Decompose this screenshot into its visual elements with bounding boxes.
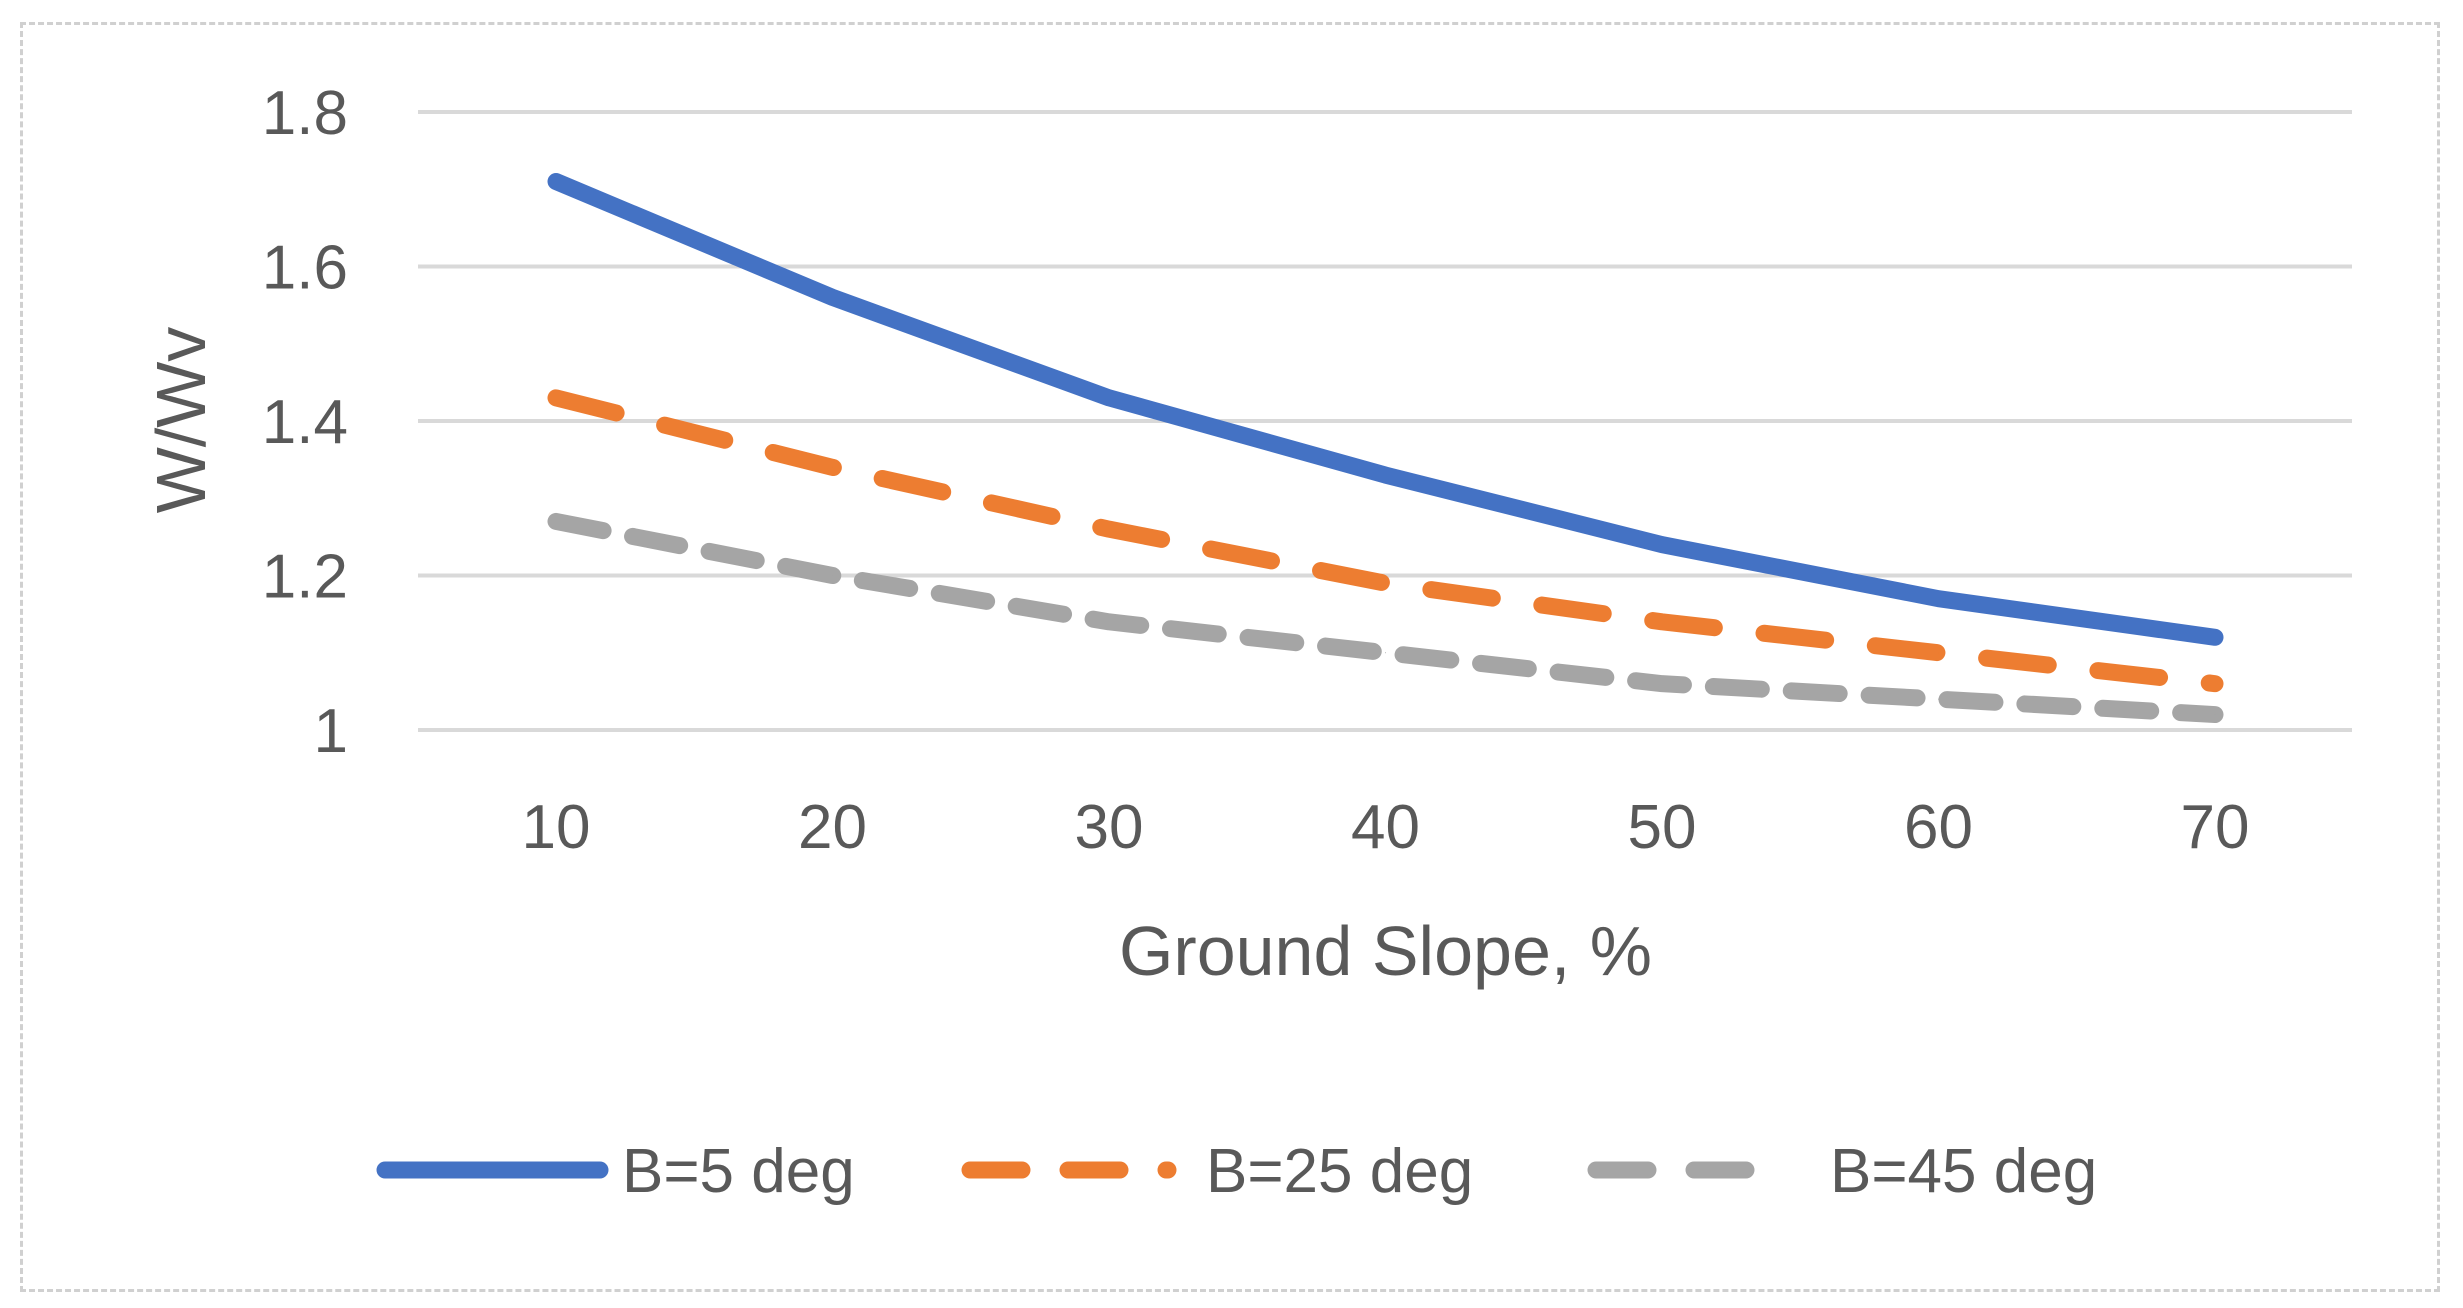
y-tick-label: 1.6 — [262, 234, 348, 303]
data-point — [832, 466, 833, 468]
data-point — [1108, 397, 1110, 399]
x-tick-label: 70 — [2181, 793, 2250, 862]
chart-frame — [20, 22, 2440, 1292]
legend-label-2: B=25 deg — [1206, 1137, 1473, 1206]
data-point — [555, 181, 557, 183]
data-point — [1661, 544, 1663, 546]
y-axis-ticks: 1 1.2 1.4 1.6 1.8 — [262, 79, 348, 766]
data-point — [1108, 528, 1110, 530]
y-tick-label: 1.2 — [262, 543, 348, 612]
y-tick-label: 1 — [314, 697, 348, 766]
x-tick-label: 50 — [1628, 793, 1697, 862]
y-tick-label: 1.4 — [262, 388, 348, 457]
data-point — [1108, 621, 1110, 623]
data-point — [1385, 474, 1386, 476]
x-axis-ticks: 10 20 30 40 50 60 70 — [522, 793, 2250, 862]
y-axis-title: W/Wv — [142, 327, 220, 514]
data-point — [555, 520, 557, 522]
data-point — [1938, 698, 1939, 700]
series-line-3 — [547, 512, 2224, 724]
gridlines — [418, 110, 2352, 732]
x-tick-label: 40 — [1351, 793, 1420, 862]
data-point — [1938, 652, 1939, 654]
x-tick-label: 20 — [798, 793, 867, 862]
data-point — [2214, 683, 2216, 685]
series-line-2 — [547, 389, 2224, 693]
legend-label-3: B=45 deg — [1830, 1137, 2097, 1206]
series-lines — [547, 173, 2224, 724]
x-tick-label: 30 — [1075, 793, 1144, 862]
y-tick-label: 1.8 — [262, 79, 348, 148]
data-point — [832, 575, 833, 576]
data-point — [1661, 621, 1663, 623]
x-tick-label: 60 — [1904, 793, 1973, 862]
data-point — [1385, 652, 1386, 654]
data-point — [2214, 636, 2216, 638]
data-point — [1938, 598, 1939, 600]
data-point — [1661, 683, 1663, 685]
data-point — [2214, 714, 2216, 716]
x-tick-label: 10 — [522, 793, 591, 862]
data-point — [832, 296, 833, 298]
data-point — [1385, 582, 1386, 584]
legend: B=5 deg B=25 deg B=45 deg — [376, 1137, 2097, 1206]
x-axis-title: Ground Slope, % — [1119, 912, 1652, 990]
data-point — [555, 397, 557, 399]
legend-label-1: B=5 deg — [622, 1137, 855, 1206]
